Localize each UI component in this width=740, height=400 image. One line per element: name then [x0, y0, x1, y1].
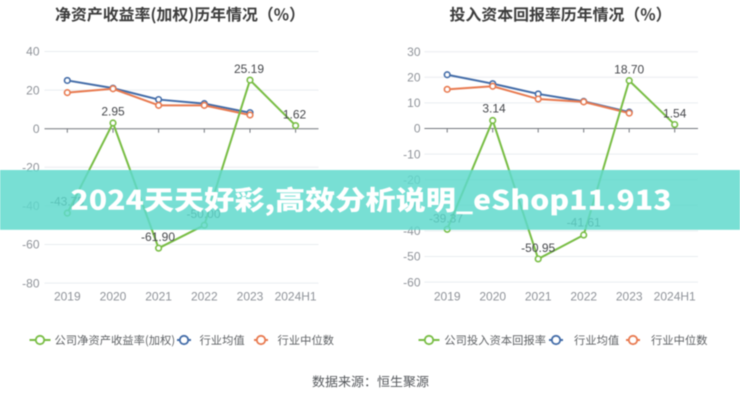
svg-text:3.14: 3.14 [482, 102, 506, 116]
svg-text:2021: 2021 [145, 290, 172, 304]
svg-text:-10: -10 [403, 147, 421, 161]
svg-text:10: 10 [407, 96, 421, 110]
svg-text:0: 0 [33, 122, 40, 136]
svg-text:2019: 2019 [434, 290, 461, 304]
svg-text:2019: 2019 [54, 290, 81, 304]
svg-text:-50.95: -50.95 [521, 241, 555, 255]
svg-text:18.70: 18.70 [614, 63, 644, 77]
svg-text:2.95: 2.95 [101, 105, 125, 119]
svg-text:25.19: 25.19 [234, 62, 264, 76]
svg-text:1.54: 1.54 [663, 107, 687, 121]
svg-text:2020: 2020 [479, 290, 506, 304]
svg-text:0: 0 [414, 122, 421, 136]
svg-text:2020: 2020 [100, 290, 127, 304]
svg-text:2022: 2022 [570, 290, 597, 304]
svg-text:-60: -60 [403, 275, 421, 289]
svg-text:-80: -80 [22, 276, 40, 290]
svg-text:30: 30 [407, 45, 421, 59]
svg-text:-60: -60 [22, 238, 40, 252]
svg-text:20: 20 [26, 83, 40, 97]
svg-text:1.62: 1.62 [283, 108, 307, 122]
svg-text:2021: 2021 [525, 290, 552, 304]
svg-text:2024H1: 2024H1 [275, 290, 317, 304]
svg-text:40: 40 [26, 45, 40, 59]
svg-text:-61.90: -61.90 [141, 230, 175, 244]
svg-text:2024H1: 2024H1 [654, 290, 696, 304]
svg-text:20: 20 [407, 71, 421, 85]
svg-text:2023: 2023 [237, 290, 264, 304]
svg-text:-50: -50 [403, 250, 421, 264]
svg-text:2022: 2022 [191, 290, 218, 304]
svg-text:2023: 2023 [616, 290, 643, 304]
